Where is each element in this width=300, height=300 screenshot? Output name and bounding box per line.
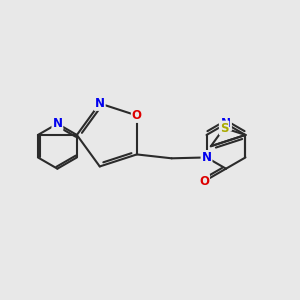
Text: N: N xyxy=(95,97,105,110)
Text: N: N xyxy=(202,151,212,164)
Text: N: N xyxy=(52,117,62,130)
Text: N: N xyxy=(221,117,231,130)
Text: O: O xyxy=(132,109,142,122)
Text: S: S xyxy=(220,122,228,134)
Text: O: O xyxy=(199,175,209,188)
